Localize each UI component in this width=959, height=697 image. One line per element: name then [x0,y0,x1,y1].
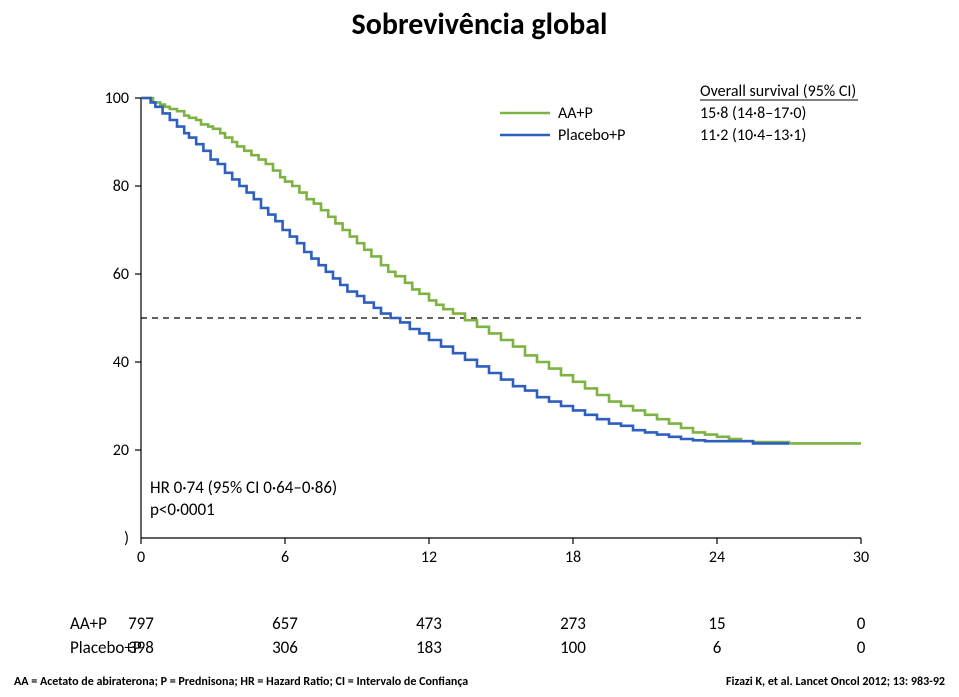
x-tick-label: 24 [709,548,725,567]
x-tick-label: 12 [421,548,437,567]
risk-cell: 6 [713,637,722,658]
footer: AA = Acetato de abiraterona; P = Prednis… [0,675,959,689]
legend-value: 15·8 (14·8–17·0) [700,104,806,123]
hr-text: HR 0·74 (95% CI 0·64–0·86) [150,477,337,498]
risk-cell: 657 [272,613,298,634]
abbrev: AA = Acetato de abiraterona; P = Prednis… [14,675,468,689]
citation: Fizazi K, et al. Lancet Oncol 2012; 13: … [726,675,945,689]
risk-cell: 100 [560,637,586,658]
legend-value: 11·2 (10·4–13·1) [700,126,806,145]
risk-cell: 473 [416,613,442,634]
x-tick-label: 6 [281,548,289,567]
km-curve-Placebo+P [141,98,789,443]
risk-cell: 183 [416,637,442,658]
x-tick-label: 30 [853,548,869,567]
legend-label: Placebo+P [558,126,625,145]
km-chart: 20406080100)0612182430Overall survival (… [0,0,959,697]
x-tick-label: 0 [137,548,145,567]
risk-row-label: AA+P [70,613,107,634]
legend-header: Overall survival (95% CI) [700,82,856,101]
y-tick-label: 60 [113,265,129,284]
y-tick-label: 20 [113,441,129,460]
risk-cell: 306 [272,637,298,658]
risk-cell: 398 [128,637,154,658]
risk-cell: 15 [708,613,725,634]
y-tick-label: 100 [105,89,129,108]
km-curve-AA+P [141,98,861,443]
risk-cell: 0 [857,637,866,658]
risk-cell: 0 [857,613,866,634]
x-tick-label: 18 [565,548,581,567]
y-tick-label: 80 [113,177,129,196]
y-tick-label: 40 [113,353,129,372]
risk-cell: 797 [128,613,154,634]
svg-text:): ) [124,529,129,548]
legend-label: AA+P [558,104,593,123]
page-title: Sobrevivência global [0,6,959,43]
hr-text: p<0·0001 [150,499,215,520]
risk-cell: 273 [560,613,586,634]
